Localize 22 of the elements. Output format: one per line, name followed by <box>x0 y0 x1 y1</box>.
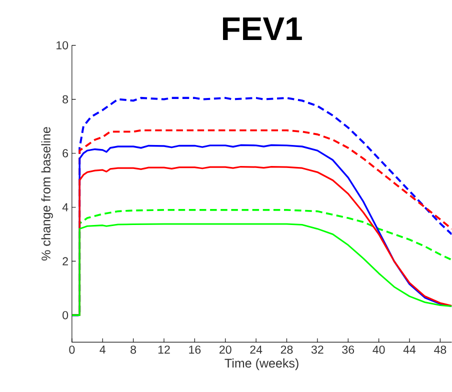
x-tick-label: 12 <box>158 345 170 354</box>
y-tick-label: 6 <box>62 149 68 158</box>
x-tick-label: 4 <box>100 345 106 354</box>
y-axis-title: % change from baseline <box>41 126 53 260</box>
x-tick-label: 20 <box>220 345 232 354</box>
x-tick-label: 44 <box>403 345 416 354</box>
x-tick-label: 32 <box>311 345 324 354</box>
chart-title: FEV1 <box>223 17 302 40</box>
x-tick-label: 40 <box>372 345 385 354</box>
y-tick-label: 8 <box>62 95 68 104</box>
x-tick-label: 0 <box>69 345 75 354</box>
x-tick-label: 28 <box>280 345 293 354</box>
y-tick-label: 4 <box>62 203 68 212</box>
x-tick-label: 8 <box>130 345 136 354</box>
x-axis-title: Time (weeks) <box>224 358 298 370</box>
y-tick-label: 0 <box>62 310 68 320</box>
x-tick-label: 48 <box>434 345 446 354</box>
x-tick-label: 36 <box>342 345 354 354</box>
x-tick-label: 24 <box>250 345 262 354</box>
y-tick-label: 2 <box>62 257 68 266</box>
x-tick-label: 16 <box>189 345 201 354</box>
y-tick-label: 10 <box>56 41 68 50</box>
